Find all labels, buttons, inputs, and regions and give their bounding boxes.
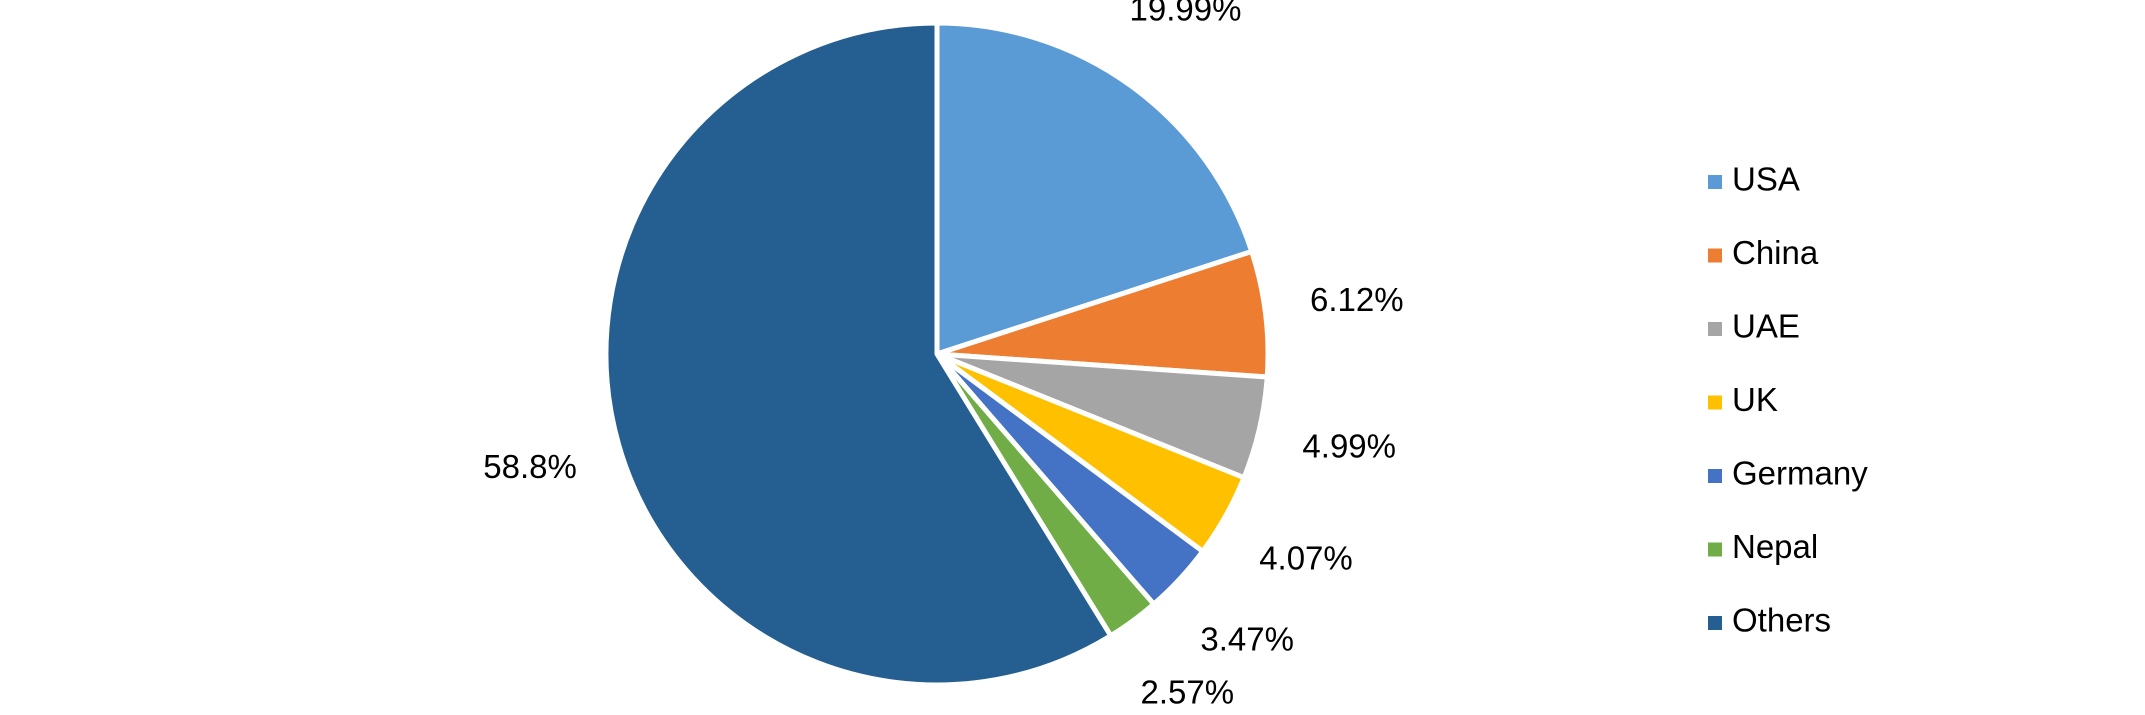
legend-swatch xyxy=(1708,542,1722,557)
legend-label: Others xyxy=(1732,602,1831,639)
legend-swatch xyxy=(1708,322,1722,336)
pie-slice xyxy=(934,20,1255,357)
legend-swatch xyxy=(1708,469,1722,483)
legend-swatch xyxy=(1708,248,1722,263)
data-label: 58.8% xyxy=(483,448,577,485)
data-label: 4.99% xyxy=(1302,428,1396,465)
legend-label: China xyxy=(1732,234,1819,271)
legend-label: Nepal xyxy=(1732,528,1818,565)
legend-swatch xyxy=(1708,395,1722,410)
data-label: 2.57% xyxy=(1141,674,1235,711)
data-label: 6.12% xyxy=(1310,281,1404,318)
pie-slice xyxy=(603,20,1114,688)
legend-label: USA xyxy=(1732,161,1800,198)
legend-label: UK xyxy=(1732,381,1778,418)
data-label: 3.47% xyxy=(1200,620,1294,657)
data-label: 4.07% xyxy=(1259,540,1353,577)
legend-swatch xyxy=(1708,175,1722,189)
legend-swatch xyxy=(1708,616,1722,630)
legend-label: UAE xyxy=(1732,308,1800,345)
legend-label: Germany xyxy=(1732,455,1868,492)
data-label: 19.99% xyxy=(1130,0,1242,27)
